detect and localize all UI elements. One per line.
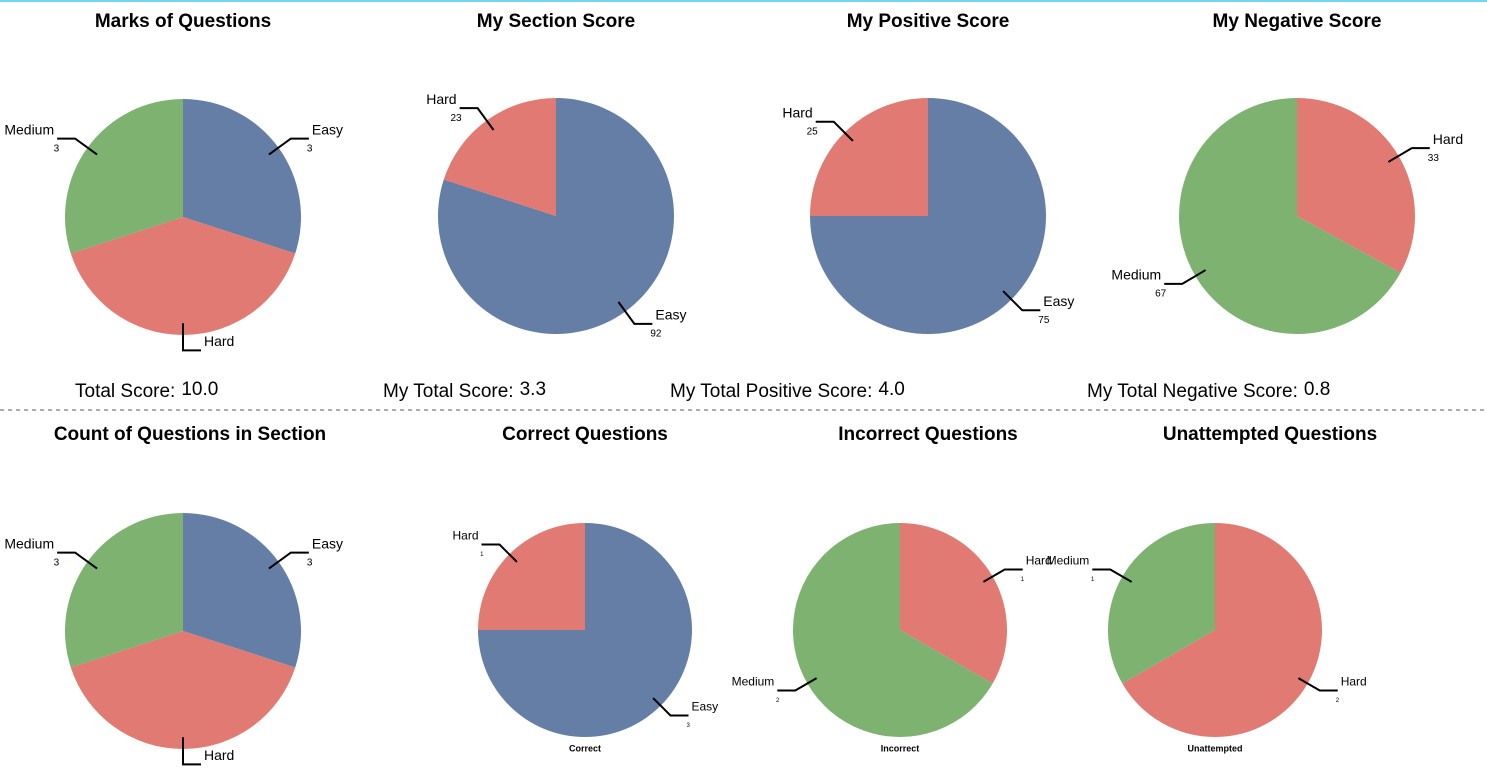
slice-label: Easy <box>312 121 343 137</box>
pie-caption: Correct <box>569 743 601 753</box>
footer-label: My Total Positive Score: <box>670 381 872 402</box>
pie-slice <box>1108 523 1215 684</box>
pie-slice <box>900 523 1007 684</box>
slice-value: 75 <box>1038 315 1050 326</box>
pie-slice <box>183 513 301 668</box>
leader-line <box>1297 677 1338 692</box>
chart-title: Marks of Questions <box>95 11 271 32</box>
chart-title: My Positive Score <box>847 11 1010 32</box>
footer-value: 10.0 <box>181 379 218 400</box>
chart-title: Count of Questions in Section <box>54 424 326 445</box>
leader-line <box>182 323 201 352</box>
leader-line <box>1164 269 1207 285</box>
slice-label: Hard <box>1341 675 1367 689</box>
pie-slice <box>1179 98 1401 335</box>
slice-label: Medium <box>4 535 54 551</box>
pie-slice <box>70 631 296 749</box>
leader-line <box>1002 290 1041 312</box>
slice-label: Easy <box>1043 293 1074 309</box>
leader-line <box>268 551 309 570</box>
slice-value: 67 <box>1155 289 1167 300</box>
slice-value: 3 <box>307 557 313 568</box>
slice-value: 33 <box>1428 153 1440 164</box>
slice-label: Medium <box>1111 267 1161 283</box>
leader-line <box>57 137 98 156</box>
leader-line <box>652 697 689 717</box>
slice-label: Hard <box>204 747 234 763</box>
pie-slice <box>478 523 585 630</box>
slice-value: 1 <box>1021 577 1025 583</box>
slice-label: Hard <box>1433 131 1463 147</box>
slice-value: 25 <box>807 126 819 137</box>
slice-label: Medium <box>732 675 775 689</box>
footer-label: My Total Negative Score: <box>1087 381 1298 402</box>
chart-title: Unattempted Questions <box>1163 424 1377 445</box>
slice-value: 23 <box>450 113 462 124</box>
slice-label: Hard <box>1026 554 1052 568</box>
leader-line <box>1387 147 1430 163</box>
pie-slice <box>183 99 301 254</box>
pie-slice <box>810 98 928 216</box>
leader-line <box>982 568 1023 583</box>
pie-slice <box>1297 98 1415 273</box>
slice-value: 3 <box>54 143 60 154</box>
pie-slice <box>64 99 183 254</box>
leader-line <box>268 137 309 156</box>
footer-label: Total Score: <box>75 381 175 402</box>
pie-slice <box>1122 523 1322 737</box>
slice-label: Hard <box>452 529 478 543</box>
slice-value: 2 <box>1336 698 1340 704</box>
leader-line <box>459 107 495 131</box>
chart-title: Correct Questions <box>502 424 668 445</box>
slice-value: 3 <box>54 557 60 568</box>
pie-caption: Incorrect <box>881 743 920 753</box>
footer-value: 4.0 <box>878 379 904 400</box>
leader-line <box>777 677 818 692</box>
pie-caption: Unattempted <box>1187 743 1242 753</box>
leader-line <box>815 120 854 142</box>
slice-label: Hard <box>204 333 234 349</box>
slice-value: 92 <box>650 329 662 340</box>
slice-label: Hard <box>426 91 456 107</box>
slice-label: Hard <box>782 104 812 120</box>
slice-label: Easy <box>655 307 686 323</box>
slice-label: Medium <box>1047 554 1090 568</box>
slice-value: 3 <box>307 143 313 154</box>
chart-title: My Negative Score <box>1213 11 1382 32</box>
pie-slice <box>70 217 296 335</box>
slice-label: Easy <box>312 535 343 551</box>
pie-slice <box>64 513 183 668</box>
leader-line <box>617 301 653 325</box>
slice-label: Medium <box>4 121 54 137</box>
footer-label: My Total Score: <box>383 381 514 402</box>
leader-line <box>481 543 518 563</box>
leader-line <box>57 551 98 570</box>
pie-slice <box>792 523 993 737</box>
pie-slice <box>443 98 556 216</box>
slice-label: Easy <box>691 700 718 714</box>
slice-value: 1 <box>480 552 484 558</box>
slice-value: 1 <box>1091 577 1095 583</box>
chart-title: Incorrect Questions <box>838 424 1018 445</box>
footer-value: 3.3 <box>520 379 546 400</box>
leader-line <box>182 737 201 766</box>
chart-title: My Section Score <box>477 11 635 32</box>
footer-value: 0.8 <box>1304 379 1330 400</box>
slice-value: 3 <box>686 723 690 729</box>
leader-line <box>1092 568 1133 583</box>
slice-value: 2 <box>776 698 780 704</box>
